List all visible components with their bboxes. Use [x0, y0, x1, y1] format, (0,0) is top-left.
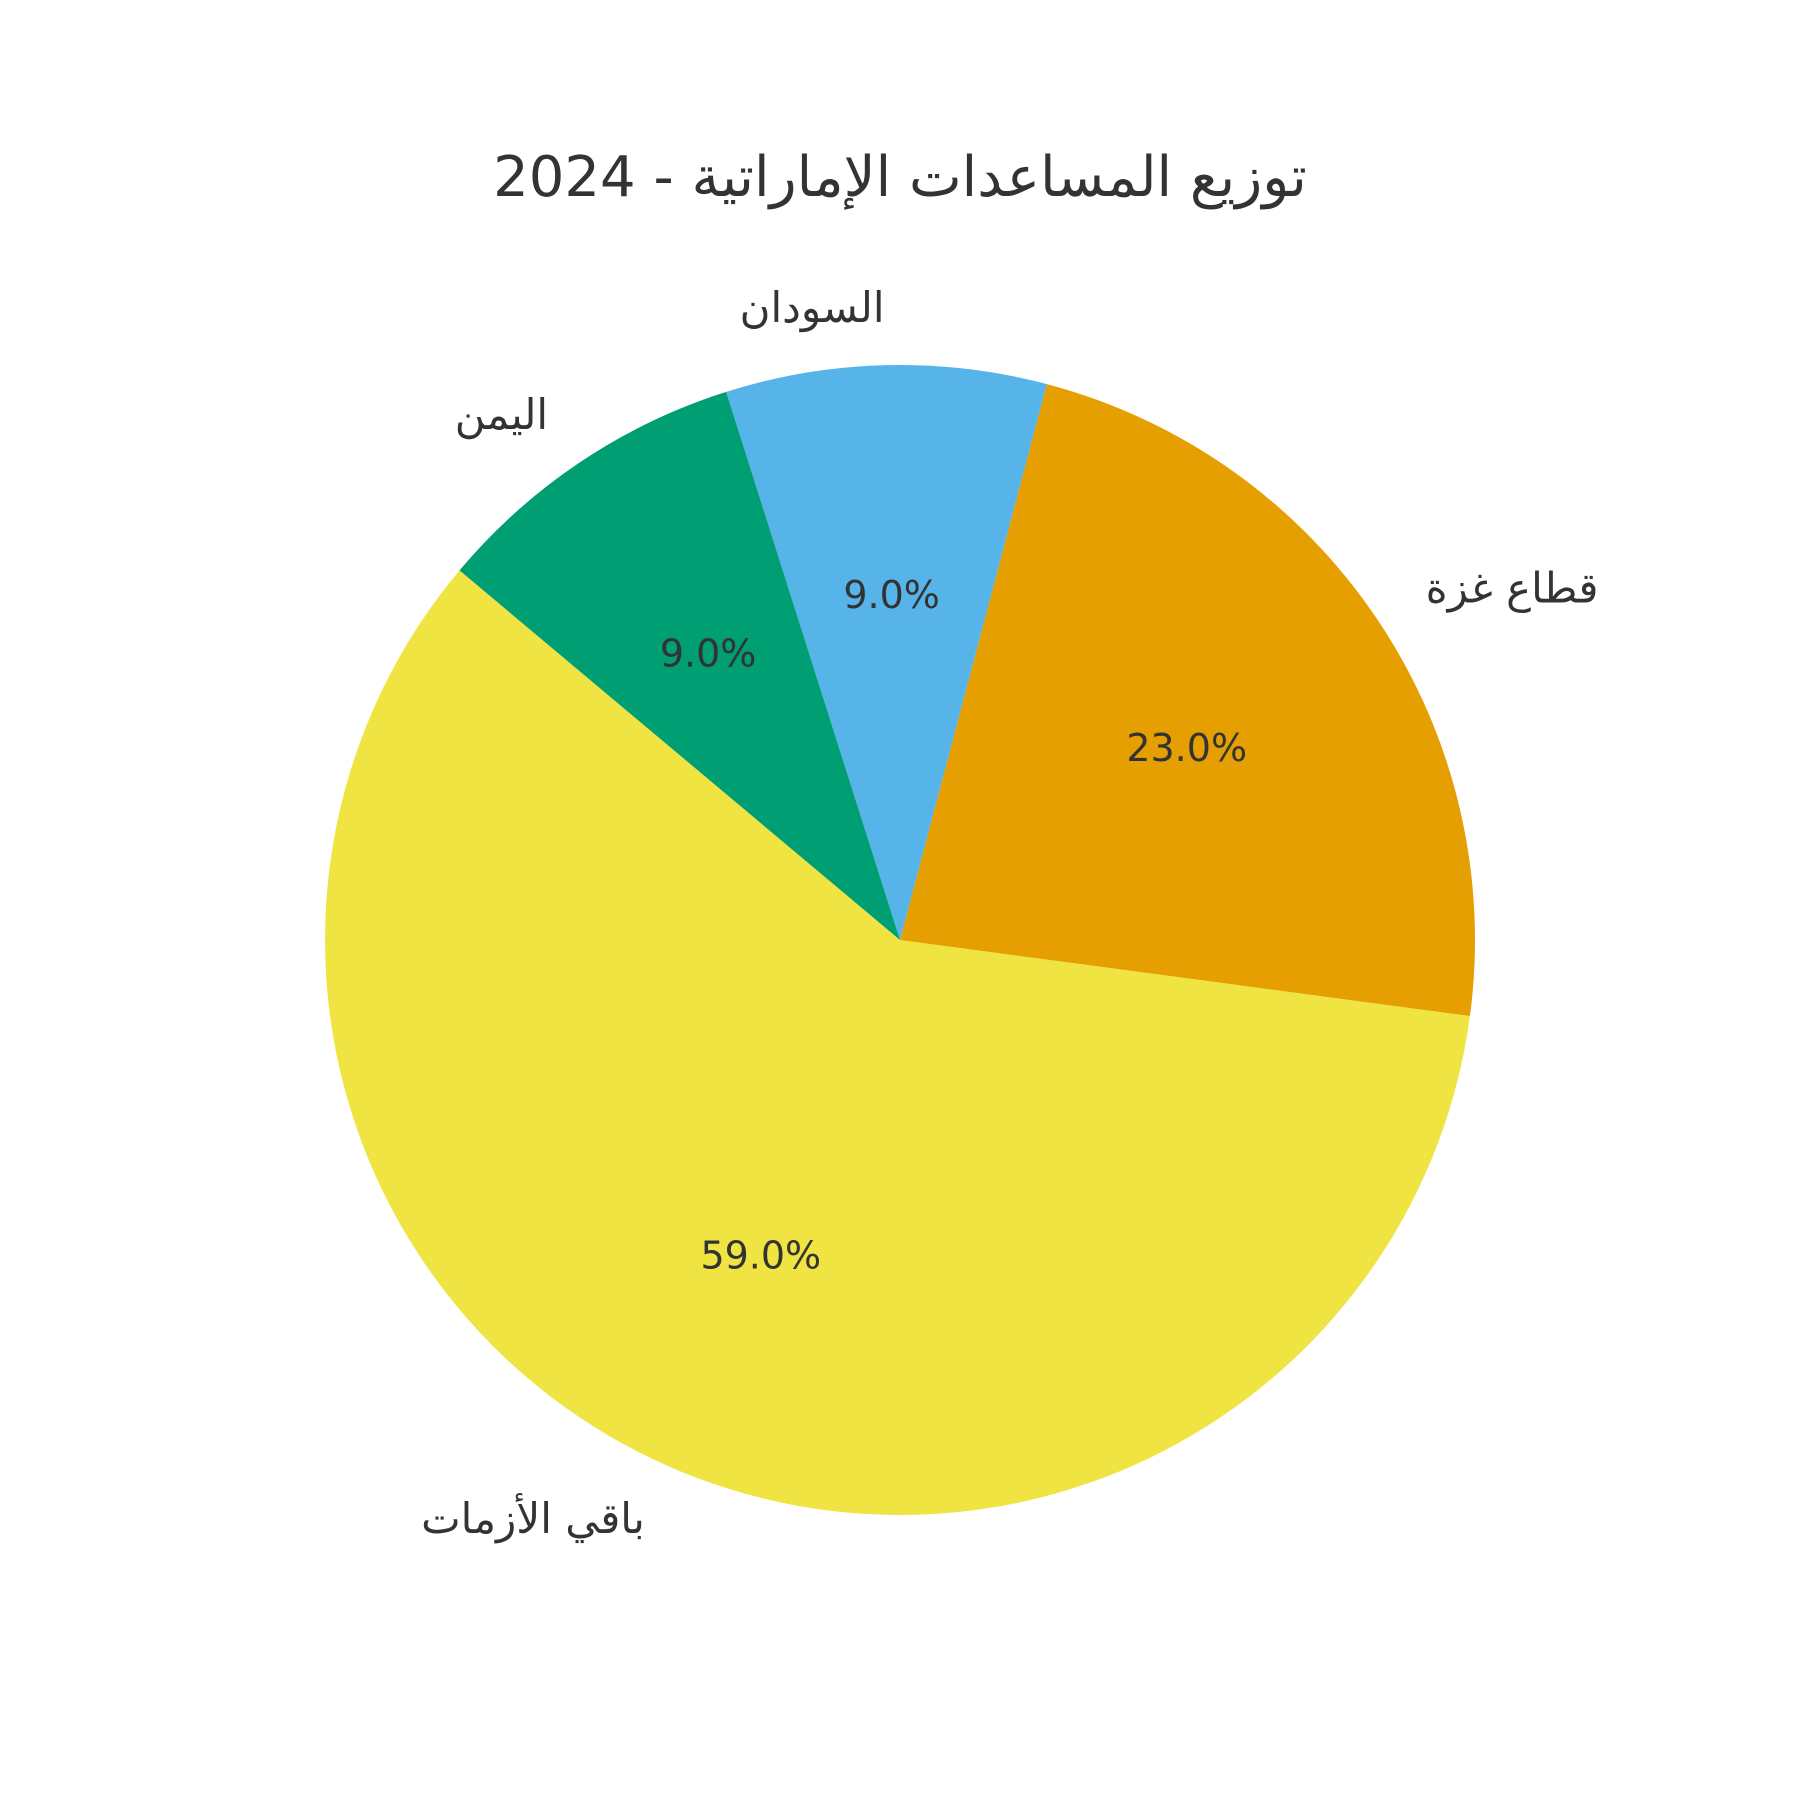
- pie-slice-3: [726, 365, 1047, 940]
- percentage-labels: 59.0% 23.0% 9.0% 9.0%: [660, 573, 1247, 1278]
- pct-label-2: 23.0%: [1126, 726, 1247, 770]
- pct-label-4: 9.0%: [660, 631, 757, 675]
- pie-slice-2: [900, 384, 1476, 1017]
- chart-title: توزيع المساعدات الإماراتية - 2024: [493, 145, 1307, 210]
- slice-label-2: قطاع غزة: [1426, 564, 1599, 613]
- pct-label-1: 59.0%: [700, 1234, 821, 1278]
- slice-label-3: السودان: [740, 283, 885, 332]
- slice-label-4: اليمن: [455, 390, 548, 439]
- slice-labels: باقي الأزمات قطاع غزة السودان اليمن: [421, 283, 1598, 1544]
- pie-slice-1: [325, 570, 1470, 1515]
- pie-slice-4: [459, 391, 900, 940]
- slice-label-1: باقي الأزمات: [421, 1492, 645, 1544]
- pie-slices: [325, 365, 1476, 1515]
- pct-label-3: 9.0%: [843, 573, 940, 617]
